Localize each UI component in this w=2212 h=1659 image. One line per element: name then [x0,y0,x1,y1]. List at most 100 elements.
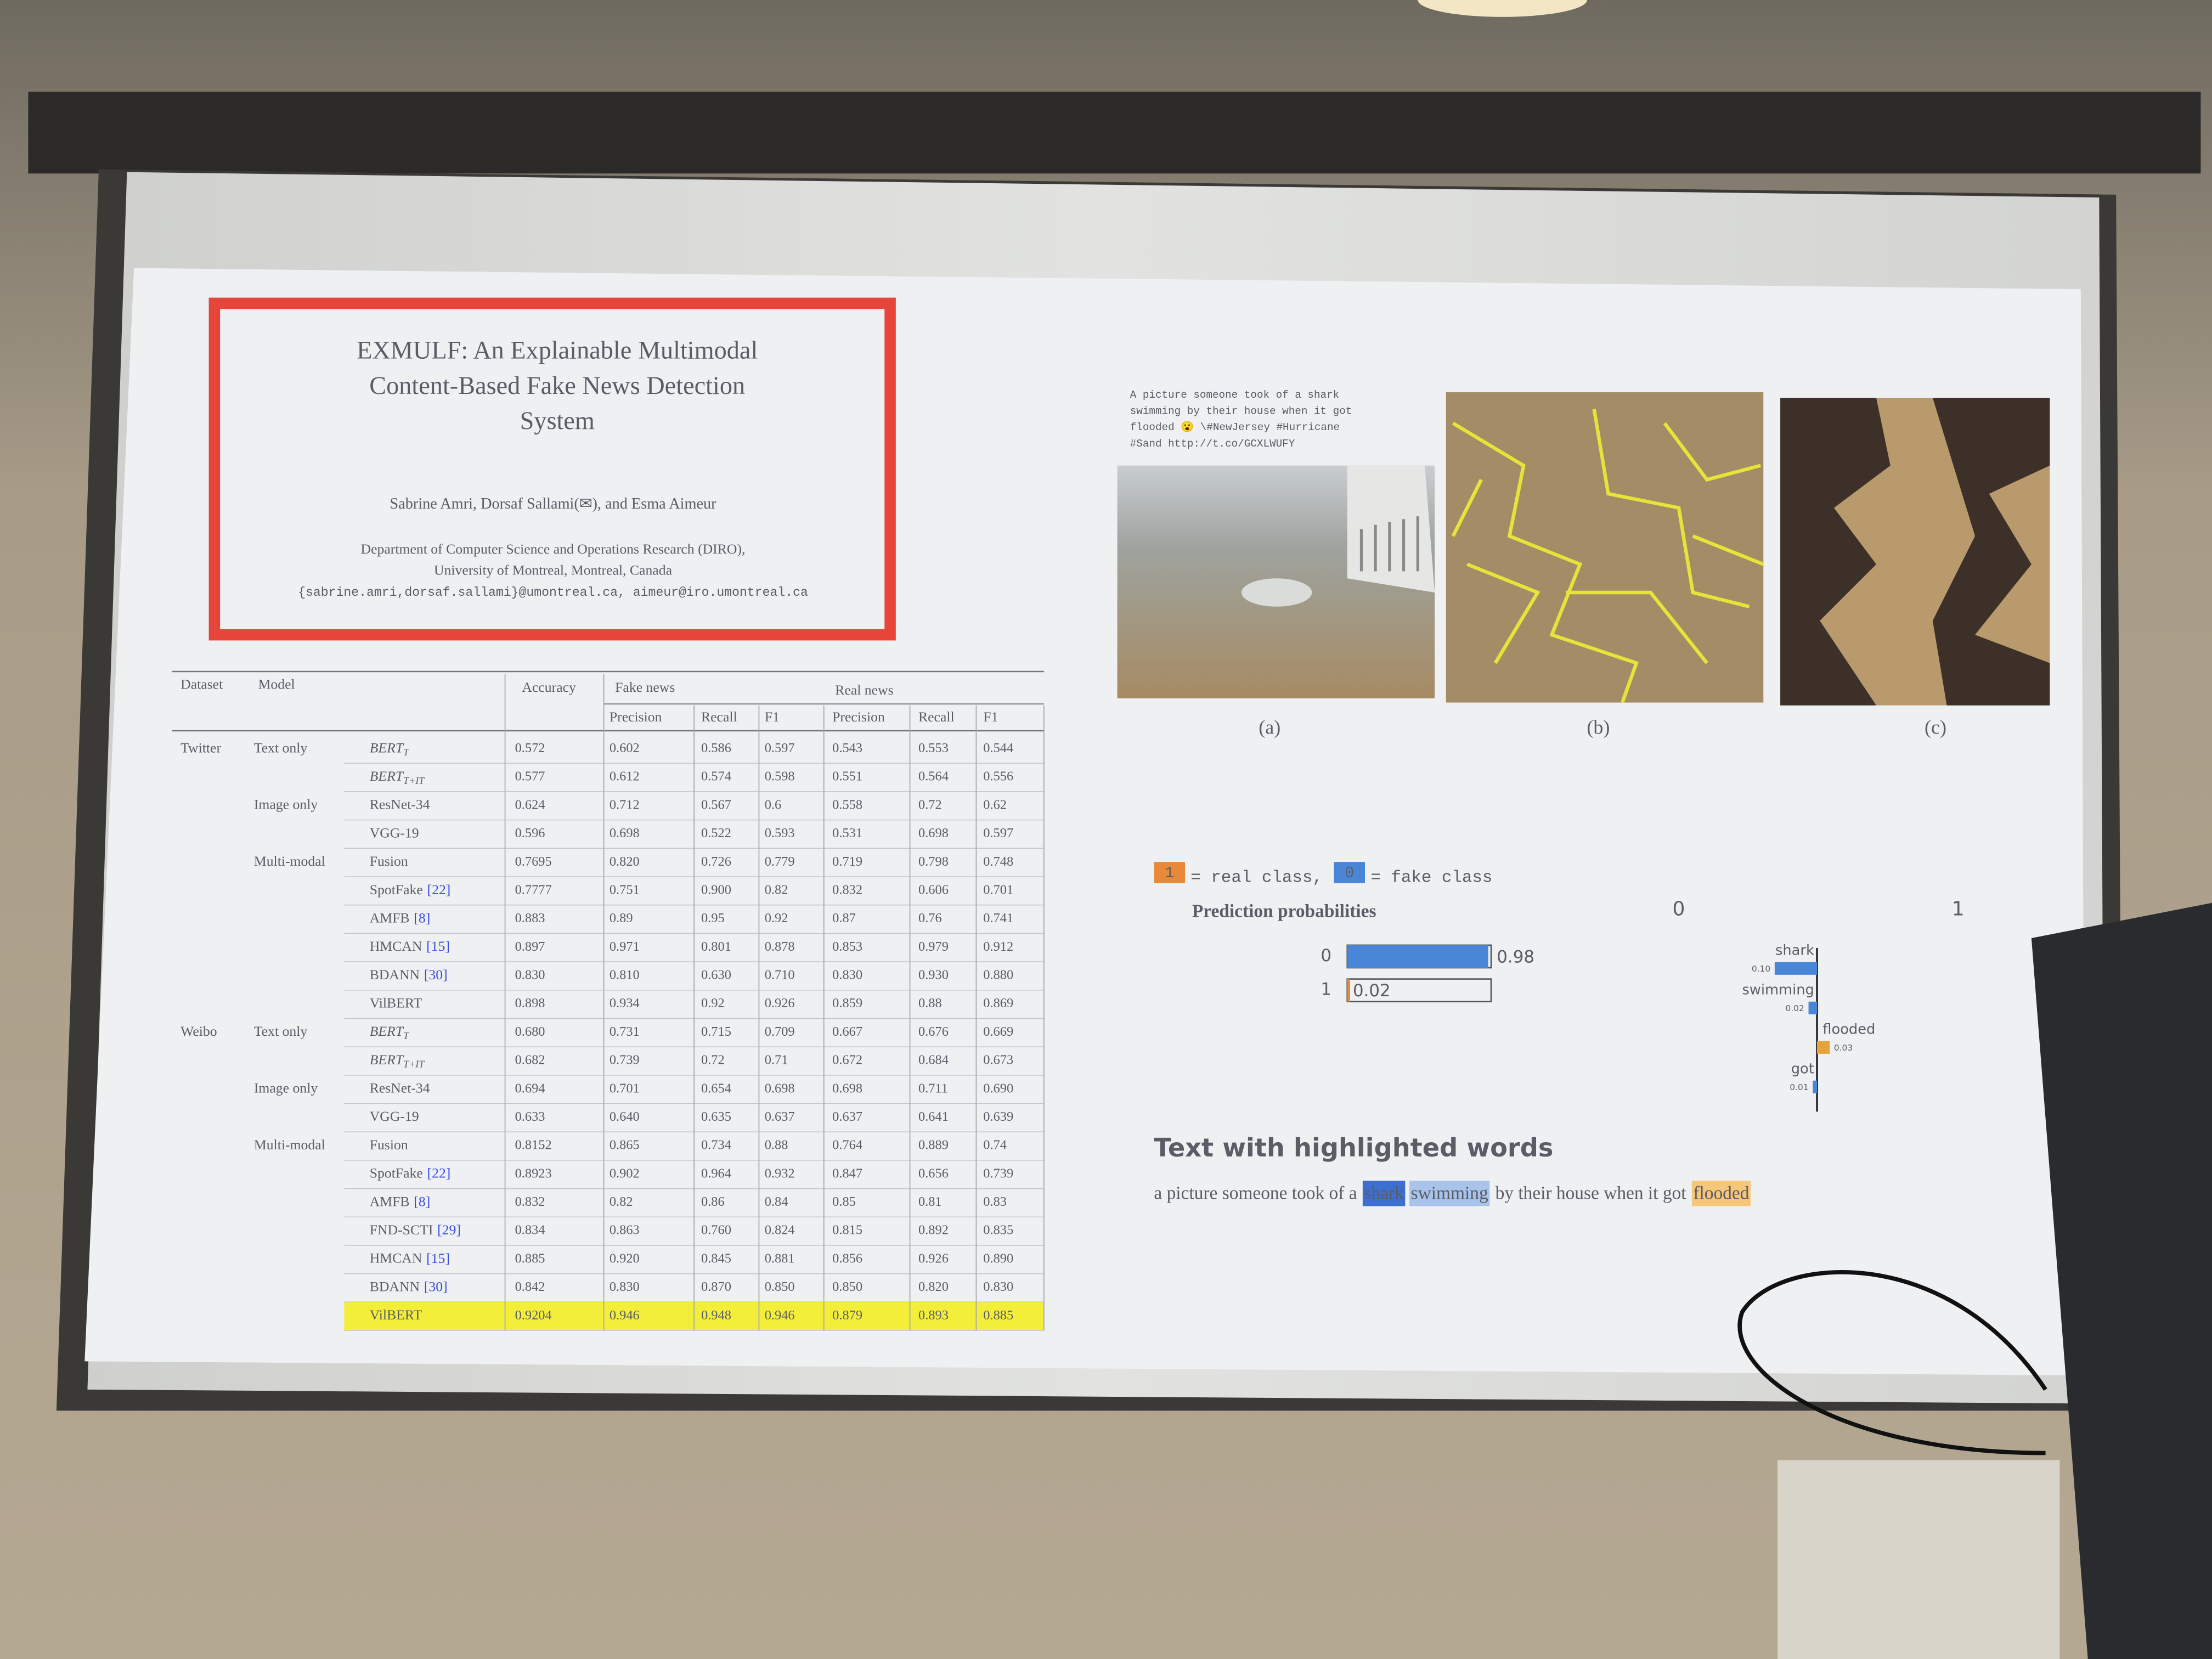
word-highlight [1409,1181,1490,1206]
cell: 0.889 [918,1138,949,1153]
feature-bar [1817,1041,1830,1054]
model-name: VilBERT [370,995,422,1011]
feature-word: flooded [1822,1022,1875,1038]
cell: 0.698 [918,826,949,840]
prediction-title: Prediction probabilities [1192,901,1376,921]
segments [1451,409,1764,703]
cell: 0.885 [983,1308,1013,1323]
group-name: Multi-modal [254,853,325,869]
cell: 0.801 [701,939,731,954]
cell: 0.596 [515,826,545,840]
legend-key: 1 [1165,865,1174,882]
cell: 0.89 [610,911,633,926]
model-name: Fusion [370,1137,408,1153]
class-side: 0 [1673,898,1685,921]
th: Accuracy [522,679,576,695]
cell: 0.850 [832,1279,862,1294]
cell: 0.920 [610,1251,640,1266]
screen-case [28,92,2201,174]
cell: 0.574 [701,769,731,784]
cell: 0.698 [765,1081,795,1096]
prob-bar [1347,945,1488,968]
legend-key: 0 [1345,865,1354,882]
th: Precision [610,709,662,725]
cell: 0.586 [701,741,731,755]
model-name: SpotFake [22] [370,1165,451,1181]
cell: 0.847 [832,1166,862,1181]
cell: 0.890 [983,1251,1013,1266]
group-name: Multi-modal [254,1137,325,1153]
cell: 0.544 [983,741,1013,755]
cell: 0.564 [918,769,949,784]
subscript: T [403,1030,410,1041]
cell: 0.764 [832,1138,862,1153]
model-name: VGG-19 [370,1108,419,1124]
sentence-part: swimming [1411,1183,1488,1204]
feature-bar [1808,1001,1817,1014]
cell: 0.879 [832,1308,862,1323]
cell: 0.86 [701,1194,725,1209]
cell: 0.598 [765,769,795,784]
cell: 0.715 [701,1024,731,1039]
model-name: BERTT [370,740,410,758]
railing [1359,516,1419,572]
cell: 0.641 [918,1109,949,1124]
cell: 0.719 [832,854,862,869]
cell: 0.739 [610,1053,640,1068]
cell: 0.739 [983,1166,1013,1181]
cell: 0.979 [918,939,949,954]
reference: [22] [427,1165,451,1181]
model-name: VGG-19 [370,825,419,840]
reference: [8] [414,1193,430,1209]
cell: 0.92 [765,911,788,926]
group-name: Text only [254,740,308,755]
cell: 0.711 [918,1081,948,1096]
affiliation: University of Montreal, Montreal, Canada [434,562,673,578]
th: F1 [983,709,998,725]
cell: 0.898 [515,996,545,1011]
monitor [2031,902,2212,1659]
cell: 0.654 [701,1081,731,1096]
cell: 0.558 [832,797,862,812]
figure-caption: (b) [1587,716,1610,738]
tweet-text: flooded 😮 \#NewJersey #Hurricane [1130,421,1340,433]
cell: 0.880 [983,968,1013,983]
cell: 0.72 [918,797,942,812]
cell: 0.680 [515,1024,545,1039]
cell: 0.8152 [515,1138,552,1153]
cell: 0.682 [515,1053,545,1068]
sentence-part: shark [1364,1183,1404,1204]
cell: 0.709 [765,1024,795,1039]
cell: 0.863 [610,1223,640,1238]
cell: 0.673 [983,1053,1013,1068]
cell: 0.553 [918,741,949,755]
cell: 0.637 [765,1109,795,1124]
cell: 0.932 [765,1166,795,1181]
title-box [208,297,896,641]
th: Real news [835,682,893,698]
feature-word: swimming [1742,982,1814,998]
cell: 0.885 [515,1251,545,1266]
cell: 0.637 [832,1109,862,1124]
cell: 0.893 [918,1308,949,1323]
cell: 0.948 [701,1308,731,1323]
cell: 0.815 [832,1223,862,1238]
feature-value: 0.10 [1752,964,1770,974]
subscript: T+IT [403,1059,425,1070]
cell: 0.883 [515,911,545,926]
cell: 0.881 [765,1251,795,1266]
cell: 0.934 [610,996,640,1011]
cell: 0.926 [765,996,795,1011]
cell: 0.842 [515,1279,545,1294]
cell: 0.690 [983,1081,1013,1096]
cell: 0.832 [515,1194,545,1209]
cell: 0.878 [765,939,795,954]
th: Dataset [180,676,223,692]
tweet-text: #Sand http://t.co/GCXLWUFY [1130,438,1295,450]
feature-bar [1774,962,1817,975]
model-name: BERTT+IT [370,1052,426,1070]
authors: Sabrine Amri, Dorsaf Sallami(✉), and Esm… [390,495,716,512]
cell: 0.726 [701,854,731,869]
reference: [30] [424,1278,448,1294]
